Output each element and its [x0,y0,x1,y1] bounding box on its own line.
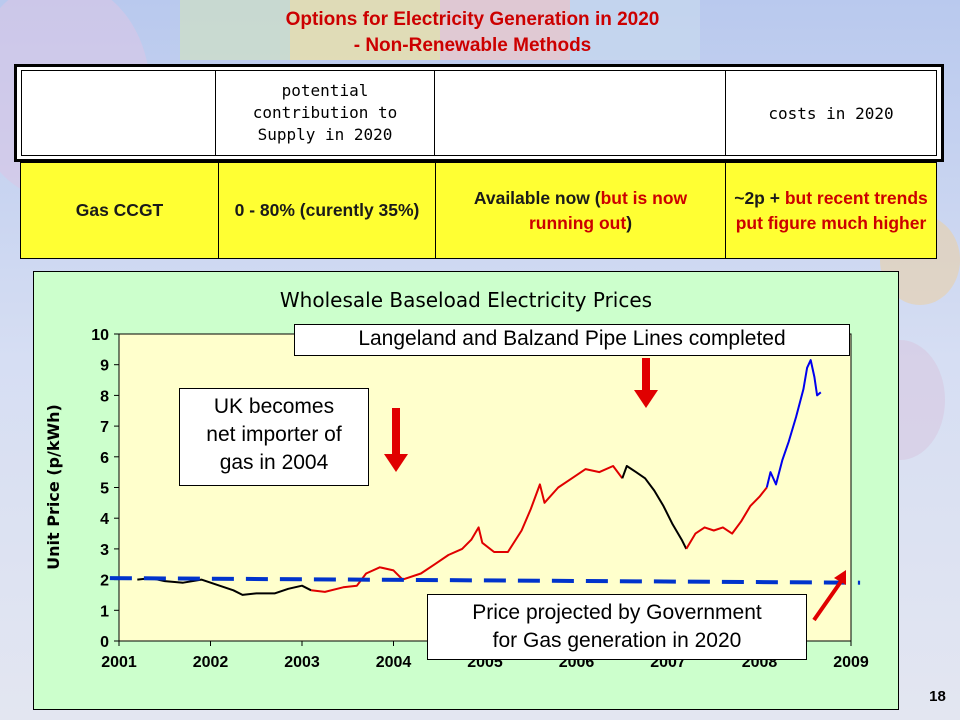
page-number: 18 [929,688,946,705]
cell-costs: ~2p + but recent trends put figure much … [726,163,936,258]
cost-text: ~2p + but recent trends put figure much … [732,186,930,236]
y-tick-label: 6 [100,450,109,467]
callout-projection-line1: Price projected by Government [472,601,762,624]
x-tick-label: 2004 [376,654,412,671]
y-tick-label: 5 [100,481,109,498]
y-tick-label: 2 [100,573,109,590]
callout-projection-line2: for Gas generation in 2020 [492,629,742,652]
callout-uk-importer: UK becomes net importer of gas in 2004 [179,388,369,486]
header-contribution-line2: contribution to [252,103,398,122]
cost-warning: but recent trends put figure much higher [735,187,928,233]
x-tick-label: 2003 [284,654,320,671]
availability-warning: but is now running out [528,187,688,233]
availability-part1: Available now ( [473,187,601,208]
y-tick-label: 8 [100,388,109,405]
callout-importer-line2: net importer of [206,423,342,446]
callout-government-projection: Price projected by Government for Gas ge… [427,594,807,660]
chart-container: Wholesale Baseload Electricity Prices Un… [33,271,899,710]
options-table-header: potential contribution to Supply in 2020… [14,64,944,162]
y-tick-label: 3 [100,542,109,559]
x-tick-label: 2001 [101,654,137,671]
slide-title-line2: - Non-Renewable Methods [353,35,592,56]
y-tick-label: 1 [100,603,109,620]
y-tick-label: 0 [100,634,109,651]
chart-title: Wholesale Baseload Electricity Prices [280,288,652,312]
price-series-black-2 [621,465,688,550]
contribution-text: 0 - 80% (curently 35%) [234,200,420,220]
callout-importer-line3: gas in 2004 [219,451,329,474]
price-series-black-0 [137,577,312,596]
price-series-red-1 [310,465,624,593]
availability-text: Available now (but is now running out) [448,186,713,236]
cost-part1: ~2p + [734,187,785,208]
header-cell-method [22,71,216,155]
arrow-down-pipelines [634,358,658,408]
price-chart: Wholesale Baseload Electricity Prices Un… [44,288,869,671]
series-layer [109,359,861,596]
arrows [384,358,846,622]
table-row-gas-ccgt: Gas CCGT 0 - 80% (curently 35%) Availabl… [20,162,937,259]
cell-contribution: 0 - 80% (curently 35%) [219,163,436,258]
y-tick-label: 10 [91,327,109,344]
header-cell-availability [435,71,726,155]
y-tick-label: 4 [100,511,109,528]
header-contribution-line1: potential [281,81,369,100]
header-cell-contribution: potential contribution to Supply in 2020 [216,71,435,155]
header-contribution-line3: Supply in 2020 [257,125,393,144]
slide-title-line1: Options for Electricity Generation in 20… [285,9,660,30]
callout-pipelines: Langeland and Balzand Pipe Lines complet… [294,324,850,356]
x-tick-label: 2002 [193,654,229,671]
price-series-red-3 [685,486,768,550]
cell-method: Gas CCGT [21,163,219,258]
projection-line [109,576,861,585]
header-cell-costs: costs in 2020 [726,71,936,155]
method-text: Gas CCGT [75,200,164,220]
callout-importer-line1: UK becomes [213,395,335,418]
arrow-up-projection [812,570,846,622]
x-tick-label: 2009 [833,654,869,671]
header-costs-label: costs in 2020 [768,103,894,123]
cell-availability: Available now (but is now running out) [436,163,726,258]
price-series-blue-4 [765,359,822,488]
y-tick-label: 9 [100,358,109,375]
arrow-down-importer [384,408,408,472]
plot-area [118,333,852,642]
y-tick-label: 7 [100,419,109,436]
availability-part2: ) [626,212,633,233]
y-axis-label: Unit Price (p/kWh) [44,404,63,570]
